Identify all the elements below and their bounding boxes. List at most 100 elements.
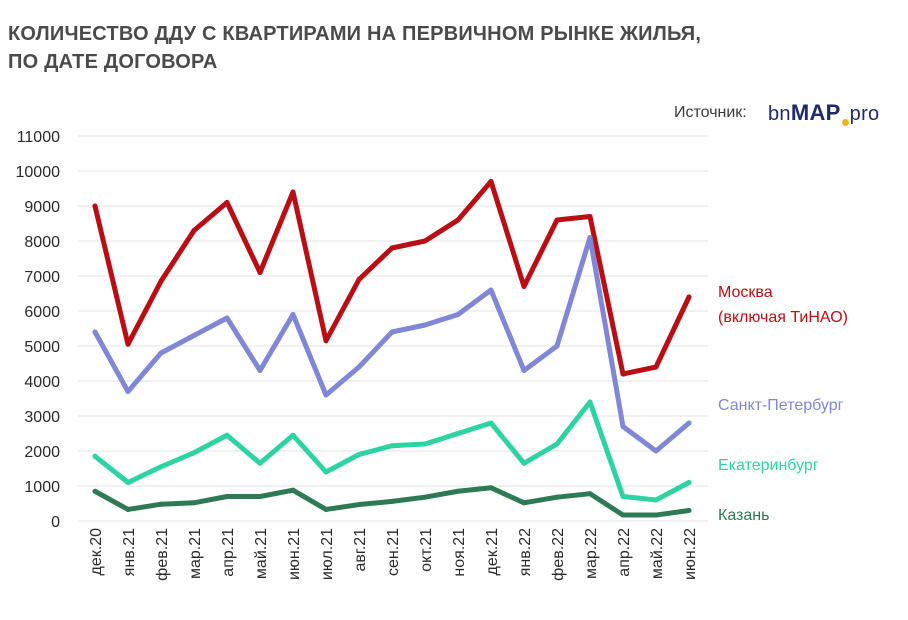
x-tick-label: сен.21 [385,528,402,576]
data-point [224,315,230,321]
chart-title-line-2: ПО ДАТЕ ДОГОВОРА [8,51,218,73]
data-point [323,469,329,475]
data-point [158,278,164,284]
data-point [521,368,527,373]
x-tick-label: окт.21 [418,528,435,572]
legend-label: Казань [718,507,769,524]
data-point [521,500,527,506]
data-point [125,506,131,512]
data-point [158,501,164,507]
chart-title: КОЛИЧЕСТВО ДДУ С КВАРТИРАМИ НА ПЕРВИЧНОМ… [8,20,701,76]
y-tick-label: 6000 [24,304,60,321]
x-tick-label: июн.22 [682,528,699,580]
data-point [356,364,362,370]
x-tick-label: мар.22 [583,528,600,579]
logo-text-pro: pro [849,103,880,125]
data-point [290,487,296,493]
source-label: Источник: [674,104,747,121]
bnmap-logo: bnMAP pro [768,100,879,126]
x-tick-label: мар.21 [187,528,204,579]
data-point [257,460,263,466]
data-point [554,343,560,349]
y-axis-ticks: 0 1000 2000 3000 4000 5000 6000 7000 8000 9000 100… [16,129,61,531]
logo-text-bn: bn [768,103,791,125]
x-tick-label: июн.21 [286,528,303,580]
data-point [158,350,164,356]
data-point [521,460,527,466]
x-tick-label: июл.21 [319,528,336,580]
data-point [554,494,560,500]
x-tick-label: янв.22 [517,528,534,576]
x-tick-label: авг.21 [352,528,369,572]
data-point [356,277,362,282]
data-point [257,494,263,499]
data-point [323,392,329,398]
data-point [191,228,197,233]
data-point [422,494,428,500]
grid-lines [78,135,708,522]
data-point [323,338,329,344]
data-point [587,235,593,240]
y-tick-label: 3000 [24,409,60,426]
data-point [125,389,131,394]
data-point [389,498,395,504]
y-tick-label: 7000 [24,269,60,286]
x-tick-label: май.22 [649,528,666,579]
x-tick-label: ноя.21 [451,528,468,577]
series-legend: Москва (включая ТиНАО) Санкт-Петербург Екат… [718,284,848,524]
y-tick-label: 8000 [24,234,60,251]
data-point [686,420,692,426]
x-tick-label: апр.21 [220,528,237,577]
data-point [290,312,296,317]
data-point [422,238,428,244]
data-point [356,452,362,457]
data-point [158,464,164,470]
data-point [488,485,494,491]
data-point [356,502,362,508]
x-tick-label: апр.22 [616,528,633,577]
data-point [653,512,659,518]
legend-label-line-2: (включая ТиНАО) [718,309,848,326]
data-point [125,480,131,485]
data-point [92,329,98,335]
chart-title-line-1: КОЛИЧЕСТВО ДДУ С КВАРТИРАМИ НА ПЕРВИЧНОМ… [8,23,702,45]
data-point [389,443,395,449]
x-tick-label: фев.22 [550,528,567,581]
data-point [389,245,395,251]
x-tick-label: дек.21 [484,528,501,576]
data-point [455,431,461,436]
series-line [92,179,692,377]
data-point [290,189,296,195]
data-point [686,508,692,513]
y-tick-label: 2000 [24,444,60,461]
data-point [125,341,131,347]
data-point [224,200,230,205]
data-point [389,329,395,335]
data-point [422,322,428,328]
data-point [554,217,560,223]
data-point [257,368,263,373]
data-point [686,294,692,300]
data-point [587,491,593,497]
data-point [620,512,626,518]
data-point [191,333,197,338]
data-point [521,284,527,289]
data-point [653,364,659,370]
legend-label: Санкт-Петербург [718,397,844,414]
data-point [488,287,494,293]
y-tick-label: 10000 [16,164,61,181]
x-tick-label: фев.21 [154,528,171,581]
data-point [488,179,494,184]
data-point [191,450,197,456]
data-point [92,203,98,209]
y-tick-label: 4000 [24,374,60,391]
data-point [620,371,626,377]
data-point [224,494,230,499]
data-point [653,497,659,503]
data-point [455,312,461,317]
x-tick-label: янв.21 [121,528,138,576]
x-tick-label: май.21 [253,528,270,579]
data-point [191,500,197,506]
data-point [620,424,626,429]
